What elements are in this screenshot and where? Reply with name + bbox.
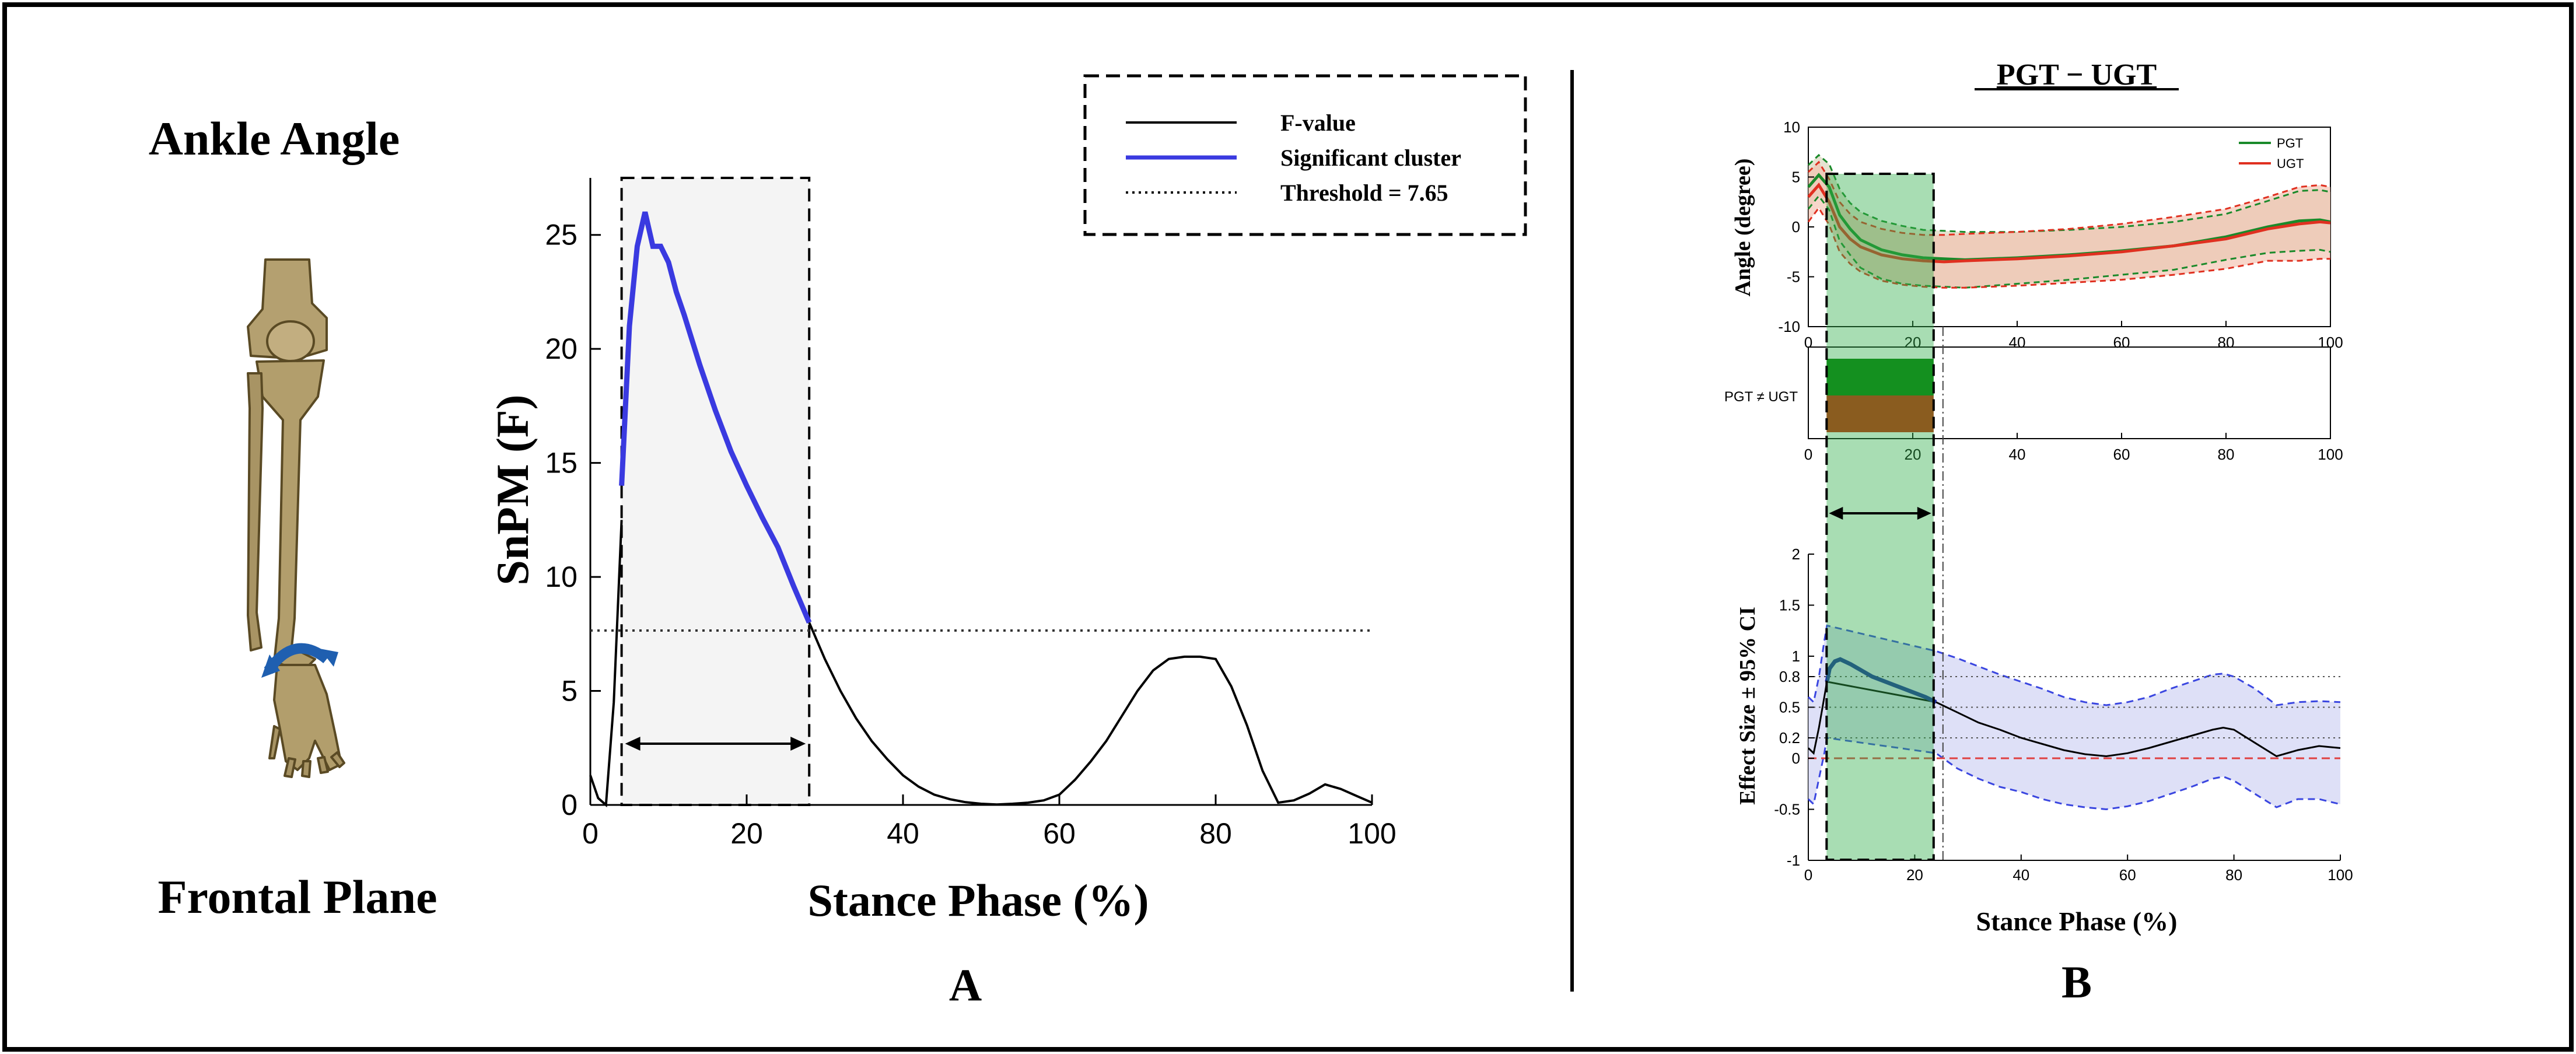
y-tick-label: 15 <box>545 447 578 479</box>
significant-bar-pgt <box>1826 359 1934 395</box>
anatomy-plane: Frontal Plane <box>158 870 437 923</box>
x-axis-label: Stance Phase (%) <box>808 875 1149 926</box>
x-tick-label: 0 <box>1804 866 1812 884</box>
y-tick-label: -1 <box>1787 852 1800 869</box>
pgt-upper-bound <box>1807 153 2331 233</box>
x-tick-label: 40 <box>2009 446 2026 463</box>
x-tick-label: 0 <box>582 817 598 850</box>
cluster-arrow-head-left <box>625 737 640 751</box>
ugt-lower-bound <box>1807 206 2330 289</box>
strip-frame <box>1808 346 2331 439</box>
y-tick-label: 25 <box>545 219 578 251</box>
significant-bar-ugt <box>1826 395 1934 432</box>
pgt-lower-bound <box>1807 194 2331 289</box>
x-tick-label: 100 <box>2328 866 2353 884</box>
anatomy-title: Ankle Angle <box>149 112 400 165</box>
legend-box <box>1083 74 1527 236</box>
y-tick-label: 5 <box>561 675 578 708</box>
y-tick-label: 0.5 <box>1779 699 1800 716</box>
y-tick-label: 1.5 <box>1779 597 1800 614</box>
cluster-overlay <box>1825 173 1935 861</box>
x-tick-label: 60 <box>2113 334 2130 351</box>
x-tick-label: 20 <box>1905 334 1922 351</box>
y-tick-label: -0.5 <box>1774 801 1800 818</box>
legend-label: PGT <box>2277 136 2303 150</box>
x-tick-label: 60 <box>1043 817 1076 850</box>
effect-size-ci-band <box>1808 625 2340 810</box>
ugt-upper-bound <box>1807 160 2331 236</box>
y-tick-label: 5 <box>1792 169 1800 186</box>
cluster-arrow-head-right <box>790 737 806 751</box>
effect-size-upper-bound <box>1807 624 2341 706</box>
significant-cluster-line <box>619 211 812 624</box>
x-tick-label: 80 <box>1199 817 1232 850</box>
cluster-arrow-head-left <box>1829 507 1843 520</box>
panel-b-title: PGT − UGT <box>1997 58 2157 92</box>
y-tick-label: 0.8 <box>1779 668 1800 685</box>
x-tick-label: 100 <box>2318 446 2343 463</box>
y-tick-label: 0 <box>1792 218 1800 236</box>
snpm-chart: 0 20 40 60 80 100 0 5 10 15 20 25 Stance Phase (%) Sn… <box>487 74 1527 926</box>
x-tick-label: 0 <box>1804 446 1812 463</box>
x-tick-label: 60 <box>2119 866 2136 884</box>
x-tick-label: 20 <box>1905 446 1922 463</box>
y-tick-label: 10 <box>1783 118 1800 136</box>
strip-label: PGT ≠ UGT <box>1724 389 1798 405</box>
y-tick-label: 0.2 <box>1779 729 1800 747</box>
x-tick-label: 20 <box>1906 866 1923 884</box>
f-value-line <box>808 622 1373 806</box>
y-tick-label: 1 <box>1792 647 1800 665</box>
cluster-region <box>620 177 811 806</box>
x-tick-label: 20 <box>730 817 763 850</box>
ugt-mean-line <box>1807 182 2331 264</box>
y-tick-label: 20 <box>545 332 578 365</box>
lower-leg-skeleton-icon <box>247 258 345 778</box>
effect-size-lower-bound <box>1807 737 2341 811</box>
panel-a-label: A <box>949 960 982 1010</box>
rotation-arrow-icon <box>261 643 338 678</box>
f-value-line-start <box>589 520 623 808</box>
pgt-mean-line <box>1807 173 2331 261</box>
y-axis-label: Angle (degree) <box>1731 159 1755 297</box>
x-tick-label: 100 <box>1348 817 1396 850</box>
effect-size-line <box>1807 681 2341 758</box>
x-tick-label: 60 <box>2113 446 2130 463</box>
x-tick-label: 40 <box>2013 866 2029 884</box>
y-tick-label: 2 <box>1792 545 1800 563</box>
y-tick-label: 0 <box>561 789 578 821</box>
panel-b-label: B <box>2062 957 2092 1007</box>
panel-b-xlabel: Stance Phase (%) <box>1976 906 2178 936</box>
legend-label: Significant cluster <box>1280 145 1461 171</box>
y-axis-label: SnPM (F) <box>487 394 538 585</box>
y-tick-label: 10 <box>545 561 578 593</box>
x-tick-label: 40 <box>887 817 919 850</box>
y-tick-label: -10 <box>1778 318 1800 335</box>
x-tick-label: 40 <box>2009 334 2026 351</box>
significant-effect-line <box>1825 657 1937 704</box>
legend-label: Threshold = 7.65 <box>1280 180 1448 206</box>
y-tick-label: 0 <box>1792 750 1800 767</box>
y-axis-label: Effect Size ± 95% CI <box>1735 607 1760 805</box>
significance-strip: 0 20 40 60 80 100 PGT ≠ UGT <box>1724 346 2343 463</box>
ugt-ci-band <box>1808 162 2330 288</box>
legend-label: UGT <box>2277 156 2304 171</box>
x-tick-label: 80 <box>2218 334 2235 351</box>
cluster-arrow-head-right <box>1917 507 1931 520</box>
legend-label: F-value <box>1280 110 1356 136</box>
x-tick-label: 80 <box>2225 866 2242 884</box>
y-tick-label: -5 <box>1787 268 1800 286</box>
x-tick-label: 80 <box>2218 446 2235 463</box>
